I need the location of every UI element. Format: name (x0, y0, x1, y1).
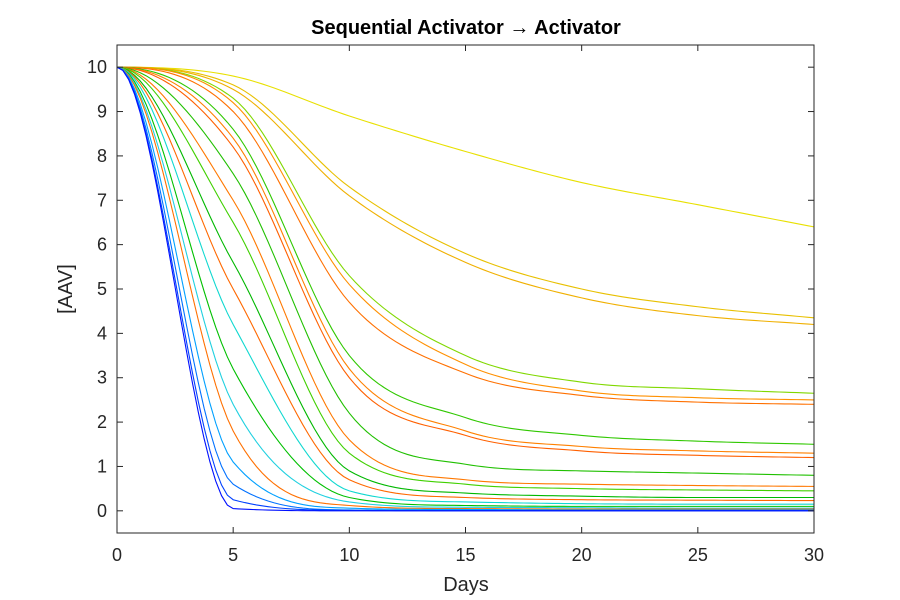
series-line-16 (116, 66, 814, 509)
series-line-3 (116, 66, 815, 394)
series-line-10 (116, 66, 815, 487)
series-line-21 (116, 66, 814, 512)
y-axis-ticks: 0 1 2 3 4 5 6 7 8 9 10 (87, 57, 814, 521)
y-tick-label: 6 (97, 235, 107, 255)
y-tick-label: 8 (97, 146, 107, 166)
x-tick-label: 30 (804, 545, 824, 565)
series-line-15 (116, 66, 814, 507)
series-line-0 (116, 66, 815, 228)
y-tick-label: 7 (97, 190, 107, 210)
series-line-12 (116, 66, 814, 499)
series-line-5 (116, 66, 815, 405)
chart-title: Sequential Activator → Activator (311, 17, 621, 39)
series-line-8 (116, 66, 815, 459)
series-line-13 (116, 66, 815, 502)
series-layer (116, 66, 815, 512)
x-axis-label: Days (443, 574, 489, 596)
y-tick-label: 2 (97, 412, 107, 432)
series-line-9 (116, 66, 815, 476)
series-line-19 (116, 66, 814, 511)
y-tick-label: 1 (97, 456, 107, 476)
x-tick-label: 20 (572, 545, 592, 565)
series-line-2 (116, 66, 815, 326)
y-tick-label: 10 (87, 57, 107, 77)
y-axis-label: [AAV] (55, 264, 77, 314)
x-tick-label: 5 (228, 545, 238, 565)
x-axis-ticks: 0 5 10 15 20 25 30 (112, 45, 824, 565)
x-tick-label: 15 (455, 545, 475, 565)
series-line-18 (116, 66, 814, 511)
x-tick-label: 0 (112, 545, 122, 565)
x-tick-label: 10 (339, 545, 359, 565)
series-line-20 (116, 66, 814, 512)
y-tick-label: 3 (97, 368, 107, 388)
series-line-7 (116, 66, 815, 454)
y-tick-label: 5 (97, 279, 107, 299)
x-tick-label: 25 (688, 545, 708, 565)
series-line-14 (116, 66, 814, 505)
y-tick-label: 4 (97, 323, 107, 343)
series-line-17 (116, 66, 814, 510)
series-line-1 (116, 66, 815, 319)
y-tick-label: 9 (97, 102, 107, 122)
series-line-11 (116, 66, 815, 492)
plot-frame (116, 44, 815, 534)
series-line-6 (116, 66, 815, 445)
y-tick-label: 0 (97, 501, 107, 521)
series-line-4 (116, 66, 815, 401)
